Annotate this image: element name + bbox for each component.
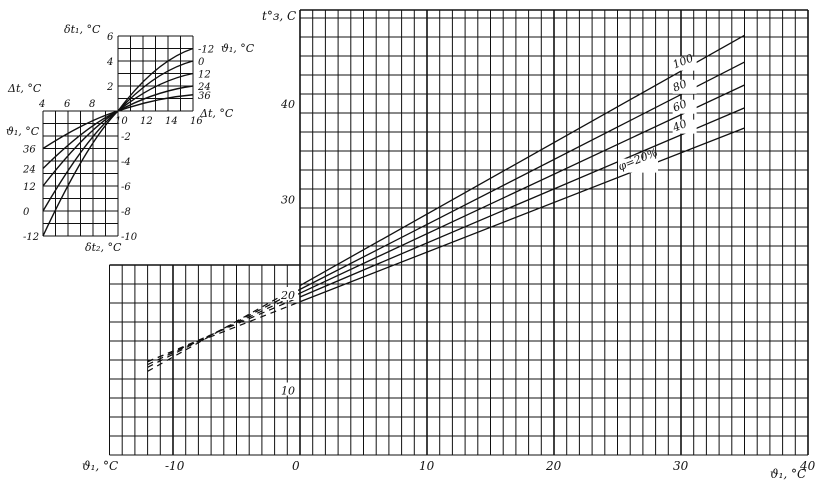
inset-lower-legend-title: ϑ₁, °C: [6, 125, 40, 138]
x-tick-label: 20: [545, 459, 562, 473]
inset-x-tick: 12: [140, 116, 153, 127]
inset-curve-label: 36: [198, 91, 211, 102]
tick-label-background: [280, 191, 298, 205]
series-label-background: [618, 158, 659, 173]
inset-y-tick: 4: [106, 57, 113, 68]
inset-upper-xlabel: Δt, °C: [199, 107, 234, 120]
series-line: [299, 107, 745, 298]
x-tick-label: 0: [292, 459, 300, 473]
inset-curve-label: 36: [23, 145, 36, 156]
tick-label-background: [280, 382, 298, 396]
x-tick-label: 30: [673, 459, 689, 473]
inset-curve: [117, 60, 194, 112]
main-grid: [109, 9, 809, 456]
inset-upper-ylabel: δt₁, °C: [64, 23, 101, 36]
inset-x-tick: 4: [38, 99, 45, 110]
series-line: [299, 34, 745, 287]
inset-curve: [117, 72, 194, 112]
y-tick-label: 40: [280, 98, 295, 111]
series-label-background: [672, 119, 697, 134]
inset-y-tick: 2: [106, 82, 113, 93]
inset-curve: [117, 85, 194, 112]
inset-curve-label: -12: [198, 45, 214, 56]
y-tick-label: 20: [280, 289, 295, 302]
inset-curve: [117, 47, 194, 112]
inset-curve: [117, 94, 194, 112]
inset-x-tick: 14: [165, 116, 178, 127]
inset-curve: [42, 110, 119, 237]
inset-curve-label: 0: [198, 57, 205, 68]
inset-curve-label: -12: [23, 232, 39, 243]
inset-y-tick: -6: [121, 182, 131, 193]
x-axis-label-left: ϑ₁, °C: [82, 459, 118, 473]
y-axis-label: t°з, C: [262, 9, 296, 23]
tick-label-background: [280, 96, 298, 109]
series-label-background: [672, 56, 697, 71]
inset-curve-label: 24: [197, 82, 211, 93]
inset-curve-label: 0: [23, 207, 30, 218]
x-tick-label: 10: [419, 459, 435, 473]
inset-y-tick: -4: [121, 157, 131, 168]
series-label: 40: [670, 117, 689, 135]
inset-lower-xlabel: Δt, °C: [7, 82, 42, 95]
inset-upper-legend-title: ϑ₁, °C: [221, 42, 255, 55]
inset-curve: [42, 110, 119, 150]
inset-x-tick: 6: [64, 99, 71, 110]
inset-y-tick: -10: [121, 232, 138, 243]
series-line: [299, 127, 745, 303]
series-line: [299, 84, 745, 294]
series-label: 80: [671, 77, 689, 94]
inset-y-tick: 6: [107, 32, 114, 43]
series-label-background: [672, 99, 697, 114]
inset-curve-label: 12: [23, 182, 36, 193]
inset-x-tick: 16: [190, 116, 203, 127]
tick-label-background: [280, 287, 298, 300]
x-tick-label: -10: [165, 459, 185, 473]
inset-x-tick: 8: [89, 99, 95, 110]
inset-y-tick: -2: [121, 132, 131, 143]
inset-curve: [42, 110, 119, 187]
main-labels: t°з, C ϑ₁, °C ϑ₁, °C -10 0 10 20 30 401020304…: [82, 9, 816, 481]
inset-curve: [42, 110, 119, 212]
x-axis-label-right: ϑ₁, °C: [770, 467, 806, 481]
y-tick-label: 10: [281, 385, 295, 398]
series-line: [299, 61, 745, 290]
x-tick-label: 40: [799, 459, 816, 473]
series-extension-dashed: [147, 285, 301, 372]
series-label: 60: [671, 97, 689, 114]
inset-lower-ylabel: δt₂, °C: [85, 241, 122, 254]
series-label-background: [672, 79, 697, 94]
inset-curve-label: 24: [22, 165, 36, 176]
inset-x-tick: 10: [115, 116, 128, 127]
inset-curve: [42, 110, 119, 169]
inset-y-tick: -8: [121, 207, 131, 218]
series-extension-dashed: [147, 301, 301, 362]
y-tick-label: 30: [281, 194, 295, 207]
inset-curve-label: 12: [198, 70, 211, 81]
